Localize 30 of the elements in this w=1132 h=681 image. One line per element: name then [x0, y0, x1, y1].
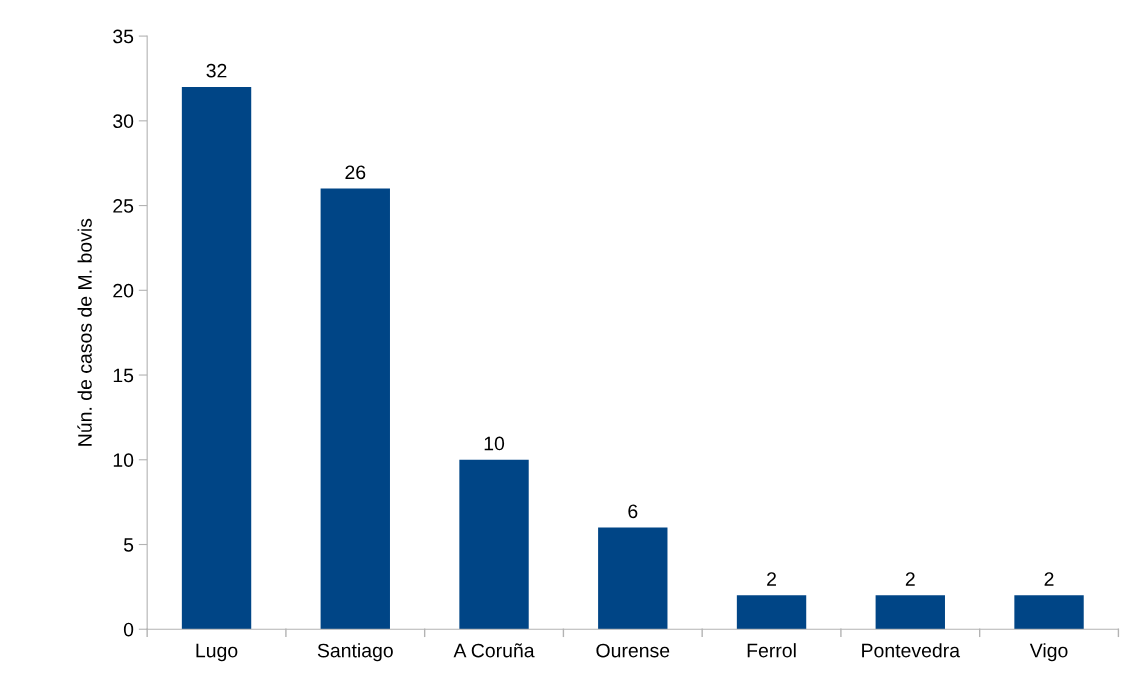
y-tick-label: 30 — [113, 114, 134, 129]
bar — [320, 188, 390, 630]
data-label: 2 — [905, 572, 915, 586]
x-tick-label: Ourense — [596, 643, 670, 658]
y-tick-label: 15 — [113, 368, 134, 383]
bar — [598, 527, 668, 630]
y-axis-title: Nún. de casos de M. bovis — [77, 218, 92, 446]
y-tick-label: 0 — [123, 622, 134, 637]
data-label: 32 — [206, 63, 227, 78]
data-label: 10 — [484, 436, 505, 451]
bar — [736, 595, 807, 630]
bar — [181, 86, 252, 630]
x-tick-label: Pontevedra — [862, 643, 961, 658]
bar — [875, 595, 945, 630]
y-tick-label: 10 — [113, 453, 134, 468]
bar — [459, 459, 529, 630]
data-label: 2 — [1044, 572, 1054, 586]
x-tick-label: A Coruña — [453, 643, 535, 658]
x-tick-label: Santiago — [317, 643, 393, 662]
y-tick-label: 35 — [113, 29, 134, 44]
y-tick-label: 25 — [113, 199, 134, 213]
data-label: 2 — [767, 572, 776, 586]
y-tick-label: 5 — [123, 538, 134, 552]
x-tick-label: Ferrol — [747, 643, 796, 658]
data-label: 6 — [628, 504, 638, 519]
data-label: 26 — [345, 165, 366, 180]
x-tick-label: Lugo — [196, 643, 238, 662]
y-tick-label: 20 — [113, 283, 134, 298]
bar — [1014, 595, 1084, 630]
x-tick-label: Vigo — [1029, 643, 1068, 662]
